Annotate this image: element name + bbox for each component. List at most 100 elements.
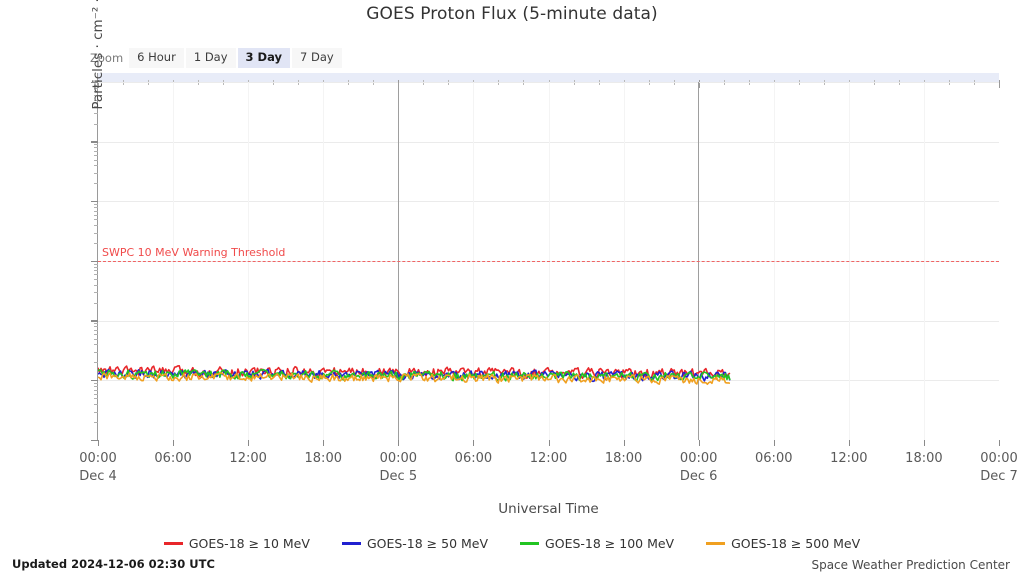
y-tick-major xyxy=(91,379,98,382)
x-tick xyxy=(698,440,700,446)
y-tick-minor xyxy=(94,278,98,280)
y-tick-minor xyxy=(94,154,98,156)
y-tick-minor xyxy=(94,147,98,149)
x-tick-label-date: Dec 5 xyxy=(379,469,418,484)
zoom-button-1-day[interactable]: 1 Day xyxy=(185,48,236,69)
x-tick xyxy=(923,440,925,446)
x-tick xyxy=(473,440,475,446)
legend-item-1[interactable]: GOES-18 ≥ 10 MeV xyxy=(163,536,310,551)
y-tick-minor xyxy=(94,123,98,125)
y-tick-major xyxy=(91,439,98,441)
x-tick xyxy=(848,440,850,446)
x-axis-title: Universal Time xyxy=(498,501,599,517)
x-tick xyxy=(98,440,99,446)
legend-color-swatch xyxy=(163,542,183,545)
legend-label: GOES-18 ≥ 10 MeV xyxy=(188,536,310,551)
x-tick xyxy=(999,440,1000,446)
y-tick-minor xyxy=(94,422,98,424)
x-tick-label-time: 18:00 xyxy=(905,451,943,466)
navigator-tick xyxy=(98,80,99,88)
legend-item-4[interactable]: GOES-18 ≥ 500 MeV xyxy=(706,536,860,551)
y-tick-minor xyxy=(94,165,98,167)
y-tick-minor xyxy=(94,404,98,406)
y-tick-minor xyxy=(94,150,98,152)
y-tick-major xyxy=(91,81,98,83)
x-tick-label-date: Dec 4 xyxy=(79,469,117,484)
y-axis-title: Particles · cm⁻² · s⁻¹ · sr⁻¹ xyxy=(90,0,106,110)
y-tick-minor xyxy=(94,243,98,245)
y-tick-minor xyxy=(94,344,98,346)
swpc-threshold-line xyxy=(98,261,999,262)
y-tick-minor xyxy=(94,207,98,209)
y-tick-minor xyxy=(94,326,98,328)
y-tick-minor xyxy=(94,274,98,276)
chart-legend: GOES-18 ≥ 10 MeV GOES-18 ≥ 50 MeV GOES-18 … xyxy=(0,536,1024,551)
x-tick xyxy=(623,440,625,446)
y-tick-major xyxy=(91,200,98,203)
y-tick-minor xyxy=(94,266,98,268)
y-tick-minor xyxy=(94,95,98,97)
x-tick-label-time: 18:00 xyxy=(604,451,643,466)
y-tick-minor xyxy=(94,144,98,146)
x-tick-label-time: 06:00 xyxy=(755,451,793,466)
y-tick-minor xyxy=(94,411,98,413)
y-tick-major xyxy=(91,320,98,322)
y-tick-minor xyxy=(94,393,98,395)
swpc-threshold-label: SWPC 10 MeV Warning Threshold xyxy=(102,246,286,259)
x-tick xyxy=(773,440,775,446)
x-tick-label-date: Dec 7 xyxy=(980,469,1018,484)
flux-traces xyxy=(98,364,731,386)
zoom-range-control: Zoom 6 Hour 1 Day 3 Day 7 Day xyxy=(90,48,344,69)
x-tick xyxy=(548,440,550,446)
y-tick-minor xyxy=(94,292,98,294)
y-tick-minor xyxy=(94,159,98,161)
zoom-label: Zoom xyxy=(90,51,124,66)
y-tick-minor xyxy=(94,323,98,325)
x-tick-label-date: Dec 6 xyxy=(679,469,718,484)
source-attribution: Space Weather Prediction Center xyxy=(811,558,1010,572)
y-tick-minor xyxy=(94,302,98,304)
y-tick-minor xyxy=(94,219,98,221)
x-tick-label-time: 12:00 xyxy=(529,451,568,466)
y-tick-minor xyxy=(94,91,98,93)
flux-trace-4 xyxy=(98,372,731,386)
x-tick xyxy=(398,440,400,446)
y-tick-minor xyxy=(94,105,98,107)
zoom-button-7-day[interactable]: 7 Day xyxy=(292,48,342,69)
y-tick-minor xyxy=(94,383,98,385)
page-title: GOES Proton Flux (5-minute data) xyxy=(366,4,658,24)
x-tick xyxy=(173,440,175,446)
y-tick-minor xyxy=(94,113,98,115)
y-tick-minor xyxy=(94,214,98,216)
zoom-button-6-hour[interactable]: 6 Hour xyxy=(129,48,184,69)
flux-trace-3 xyxy=(98,368,731,382)
x-tick-label-time: 06:00 xyxy=(454,451,493,466)
legend-label: GOES-18 ≥ 500 MeV xyxy=(731,536,861,551)
y-tick-minor xyxy=(94,204,98,206)
y-tick-minor xyxy=(94,172,98,174)
y-tick-minor xyxy=(94,386,98,388)
legend-label: GOES-18 ≥ 100 MeV xyxy=(545,536,675,551)
legend-color-swatch xyxy=(341,542,361,545)
y-tick-major xyxy=(91,141,98,143)
y-tick-minor xyxy=(94,284,98,286)
x-tick-label-time: 00:00 xyxy=(980,451,1018,466)
y-tick-minor xyxy=(94,183,98,185)
x-tick-label-time: 18:00 xyxy=(304,451,342,466)
y-tick-minor xyxy=(94,398,98,400)
y-tick-minor xyxy=(94,389,98,391)
x-tick-label-time: 00:00 xyxy=(679,451,718,466)
y-tick-minor xyxy=(94,210,98,212)
x-tick-label-time: 00:00 xyxy=(79,451,117,466)
x-tick-label-time: 12:00 xyxy=(830,451,868,466)
last-updated-text: Updated 2024-12-06 02:30 UTC xyxy=(12,557,215,571)
legend-item-2[interactable]: GOES-18 ≥ 50 MeV xyxy=(341,536,488,551)
y-tick-minor xyxy=(94,329,98,331)
y-tick-minor xyxy=(94,232,98,234)
y-tick-minor xyxy=(94,351,98,353)
x-tick-label-time: 00:00 xyxy=(379,451,418,466)
legend-item-3[interactable]: GOES-18 ≥ 100 MeV xyxy=(520,536,674,551)
y-tick-minor xyxy=(94,338,98,340)
zoom-button-3-day[interactable]: 3 Day xyxy=(237,48,290,69)
